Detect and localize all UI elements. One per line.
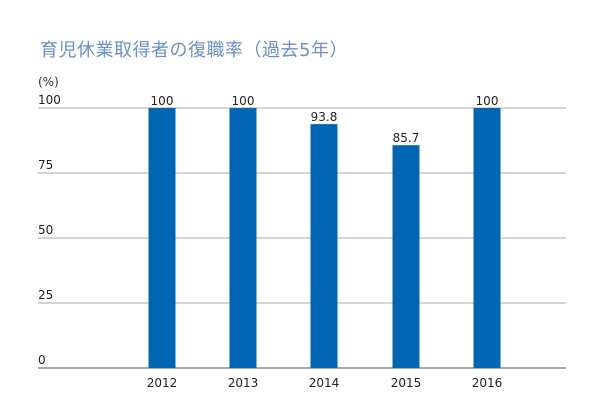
y-tick-label: 25 <box>38 288 53 302</box>
bar-2012 <box>148 108 176 368</box>
y-tick-label: 0 <box>38 353 46 367</box>
y-axis-unit-label: (%) <box>38 75 59 89</box>
bar-2013 <box>229 108 257 368</box>
y-tick-label: 50 <box>38 223 53 237</box>
bar-value-label: 100 <box>151 94 174 108</box>
y-tick-label: 75 <box>38 158 53 172</box>
bar-2016 <box>473 108 501 368</box>
x-tick-label: 2016 <box>472 376 503 390</box>
bar-2014 <box>310 124 338 369</box>
x-tick-label: 2013 <box>228 376 259 390</box>
bar-value-label: 100 <box>476 94 499 108</box>
bar-value-label: 85.7 <box>393 131 420 145</box>
y-tick-label: 100 <box>38 93 61 107</box>
x-tick-labels: 2012 2013 2014 2015 2016 <box>147 376 503 390</box>
chart-title: 育児休業取得者の復職率（過去5年） <box>40 40 348 61</box>
bar-value-label: 100 <box>232 94 255 108</box>
x-tick-label: 2012 <box>147 376 178 390</box>
bar-value-label: 93.8 <box>311 110 338 124</box>
y-tick-labels: 100 75 50 25 0 <box>38 93 61 367</box>
bars <box>148 108 501 369</box>
x-tick-label: 2014 <box>309 376 340 390</box>
x-tick-label: 2015 <box>391 376 422 390</box>
bar-2015 <box>392 145 420 368</box>
bar-value-labels: 100 100 93.8 85.7 100 <box>151 94 499 145</box>
